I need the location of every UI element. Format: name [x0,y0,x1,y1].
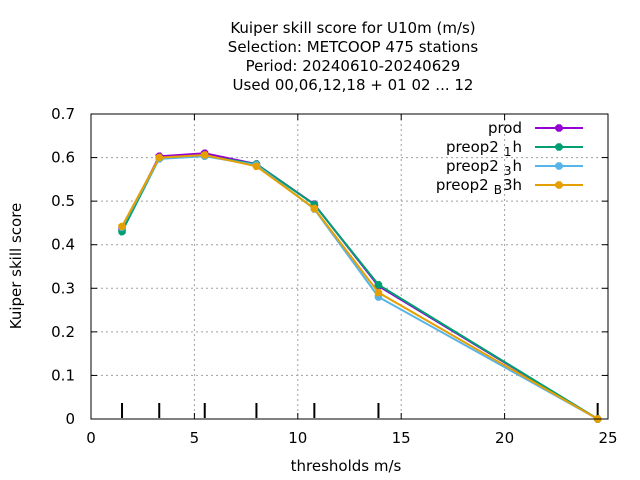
data-point [155,153,164,162]
series-1 [118,151,602,423]
data-point [252,162,261,171]
data-point [374,280,383,289]
chart-title: Kuiper skill score for U10m (m/s) Select… [228,19,479,94]
legend-item: prod [488,119,583,137]
data-point [374,288,383,297]
x-tick-label: 15 [392,429,411,447]
legend-label: preop2 1h [446,138,522,159]
x-tick-label: 25 [598,429,617,447]
legend-marker [555,181,563,189]
legend-marker [555,124,563,132]
legend-item: preop2 1h [446,138,583,159]
y-tick-label: 0.7 [51,105,75,123]
grid [91,114,608,419]
y-tick-label: 0.5 [51,192,75,210]
x-tick-label: 10 [288,429,307,447]
legend-label: preop2 B3h [436,176,522,197]
y-tick-label: 0.4 [51,236,75,254]
x-axis-ticks: 0 5 10 15 20 25 [86,114,618,447]
x-tick-label: 20 [495,429,514,447]
y-tick-label: 0.3 [51,279,75,297]
threshold-marks [121,403,599,418]
legend-label: preop2 3h [446,157,522,178]
series-lines [118,149,602,423]
y-tick-label: 0 [65,410,75,428]
y-axis-ticks: 0 0.1 0.2 0.3 0.4 0.5 0.6 0.7 [51,105,608,428]
legend-item: preop2 3h [446,157,583,178]
legend-marker [555,143,563,151]
legend-item: preop2 B3h [436,176,583,197]
plot-frame [90,113,609,420]
series-line [121,155,599,420]
y-tick-label: 0.6 [51,149,75,167]
x-tick-label: 5 [190,429,200,447]
x-tick-label: 0 [86,429,96,447]
x-axis-label: thresholds m/s [291,457,402,475]
series-2 [118,152,602,423]
y-tick-label: 0.2 [51,323,75,341]
series-3 [118,151,602,423]
title-line-2: Selection: METCOOP 475 stations [228,38,479,56]
data-point [200,151,209,159]
y-tick-label: 0.1 [51,366,75,384]
title-line-1: Kuiper skill score for U10m (m/s) [230,19,475,37]
legend-label: prod [488,119,522,137]
data-point [310,204,319,213]
title-line-4: Used 00,06,12,18 + 01 02 ... 12 [233,76,474,94]
title-line-3: Period: 20240610-20240629 [246,57,461,75]
data-point [118,222,126,231]
legend-marker [555,162,563,170]
y-axis-label: Kuiper skill score [7,203,25,330]
